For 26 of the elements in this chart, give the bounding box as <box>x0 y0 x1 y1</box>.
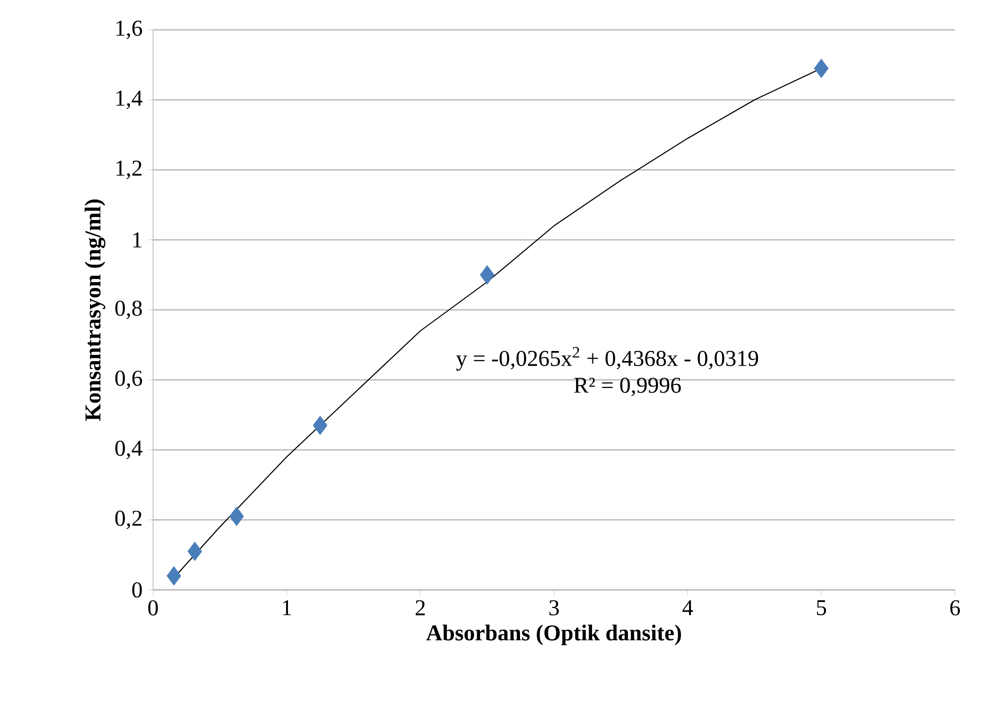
y-tick-label: 0,4 <box>115 440 142 460</box>
point <box>229 506 244 526</box>
y-tick-label: 0,2 <box>115 510 142 530</box>
y-tick-label: 1,6 <box>116 20 142 40</box>
point <box>814 58 829 78</box>
y-tick-label: 1 <box>133 232 142 248</box>
y-tick-label: 0,6 <box>115 370 142 390</box>
annotation: R² = 0,9996 <box>574 378 681 396</box>
x-tick-label: 0 <box>148 600 158 616</box>
x-tick-label: 1 <box>283 600 291 616</box>
y-tick-label: 1,4 <box>116 90 142 110</box>
x-tick-label: 6 <box>950 600 960 616</box>
point <box>312 416 328 435</box>
point <box>166 566 182 586</box>
x-tick-label: 4 <box>682 600 693 616</box>
y-tick-label: 0,8 <box>115 300 142 320</box>
x-tick-label: 2 <box>416 600 425 616</box>
x-tick-label: 3 <box>549 600 559 616</box>
point <box>480 265 494 284</box>
x-axis-title: Absorbans (Optik dansite) <box>426 624 681 646</box>
point <box>188 542 202 561</box>
y-tick-label: 0 <box>132 582 142 598</box>
y-tick-label: 1,2 <box>116 160 142 180</box>
y-axis-title: Konsantrasyon (ng/ml) <box>84 200 106 421</box>
annotation: y = -0,0265x$^{2}$ + 0,4368x - 0,0319 <box>456 347 758 371</box>
x-tick-label: 5 <box>816 600 826 616</box>
